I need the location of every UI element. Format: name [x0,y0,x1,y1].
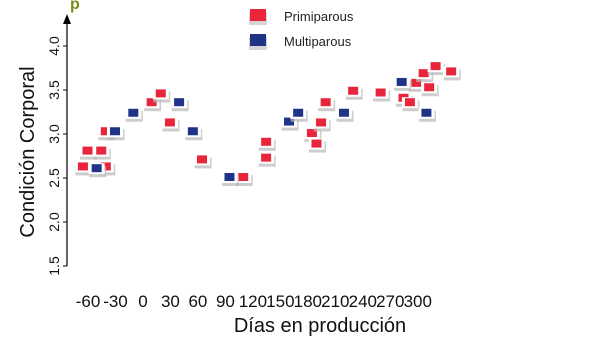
point-multiparous [281,116,299,131]
point-primiparous [79,145,97,160]
data-points [74,61,461,186]
point-multiparous [88,163,107,178]
legend: Primiparous Multiparous [249,9,354,50]
point-primiparous [427,61,446,76]
point-primiparous [161,117,180,132]
y-tick-label: 4.0 [46,36,62,56]
x-axis-title: Días en producción [234,315,406,337]
x-tick-label: 270 [376,292,404,311]
x-tick-label: 0 [138,292,147,311]
point-primiparous [421,82,439,97]
stray-text: p [70,0,80,13]
x-tick-label: -30 [103,292,128,311]
point-primiparous [308,138,326,153]
point-primiparous [372,87,391,102]
legend-swatch-primiparous [250,9,266,21]
point-primiparous [74,161,93,176]
point-multiparous [221,172,239,186]
point-primiparous [303,128,322,142]
point-multiparous [106,126,125,141]
x-tick-label: 60 [188,292,207,311]
point-multiparous [290,107,308,122]
point-multiparous [125,107,143,122]
point-multiparous [184,126,203,141]
x-tick-label: 210 [321,292,349,311]
point-primiparous [152,88,171,103]
point-primiparous [401,97,420,112]
point-multiparous [335,107,354,122]
x-tick-label: 90 [216,292,235,311]
legend-label-primiparous: Primiparous [284,9,354,24]
x-tick-label: 300 [404,292,432,311]
legend-item-multiparous: Multiparous [249,34,352,50]
point-primiparous [194,154,212,169]
axes [63,14,71,266]
x-tick-label: 30 [161,292,180,311]
point-primiparous [97,126,116,141]
y-tick-label: 2.0 [46,212,62,232]
x-tick-label: 180 [294,292,322,311]
y-axis-arrow-icon [63,14,71,24]
point-primiparous [258,152,276,167]
y-ticks: 1.5 2.0 2.5 3.0 3.5 4.0 [46,36,67,276]
y-tick-label: 3.5 [46,80,62,100]
legend-label-multiparous: Multiparous [284,34,352,49]
x-tick-label: 150 [266,292,294,311]
point-primiparous [317,97,336,112]
x-ticks: -60 -30 0 30 60 90 120 150 180 210 240 270 300 [76,292,432,311]
point-multiparous [418,107,436,122]
y-axis-title: Condición Corporal [17,66,39,237]
legend-item-primiparous: Primiparous [249,9,354,25]
x-tick-label: 240 [349,292,377,311]
point-primiparous [235,172,253,186]
y-tick-label: 2.5 [46,168,62,188]
point-multiparous [393,76,412,91]
point-multiparous [171,97,189,112]
point-primiparous [408,77,426,92]
point-primiparous [313,117,331,132]
x-tick-label: 120 [239,292,267,311]
point-primiparous [415,68,434,83]
point-primiparous [443,66,461,81]
x-tick-label: -60 [76,292,101,311]
legend-swatch-multiparous [250,34,266,46]
y-tick-label: 3.0 [46,124,62,144]
point-primiparous [143,97,162,112]
point-primiparous [258,136,276,151]
point-primiparous [345,85,363,100]
y-tick-label: 1.5 [46,256,62,276]
point-primiparous [93,145,111,160]
